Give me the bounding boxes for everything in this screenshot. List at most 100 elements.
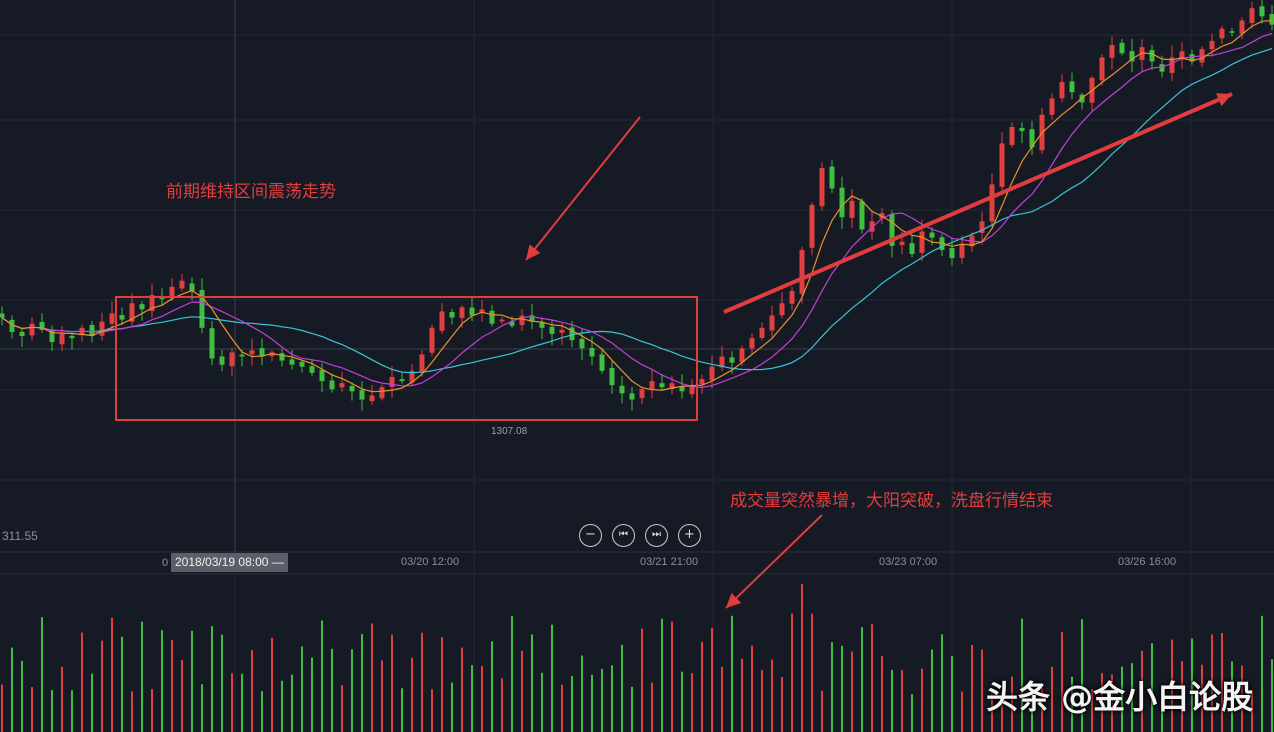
range-arrow-head [526, 244, 541, 260]
candle-body [1129, 51, 1135, 62]
candle-body [909, 243, 915, 255]
ma-long-line [1, 47, 1273, 374]
candle-body [859, 201, 865, 230]
previous-button[interactable]: ⏮ [612, 524, 635, 547]
candle-body [489, 310, 495, 324]
candle-body [89, 325, 95, 336]
candle-body [19, 331, 25, 336]
candle-body [639, 389, 645, 399]
candle-body [1119, 42, 1125, 54]
candle-body [769, 315, 775, 331]
candle-body [419, 354, 425, 372]
trend-arrow-head [1216, 93, 1232, 107]
candle-body [809, 204, 815, 248]
candle-body [1179, 51, 1185, 60]
candle-body [339, 383, 345, 388]
candle-body [259, 348, 265, 357]
candle-body [719, 356, 725, 368]
candle-body [739, 348, 745, 363]
candle-body [849, 200, 855, 218]
candle-body [509, 321, 515, 326]
candle-body [869, 221, 875, 232]
candle-body [569, 327, 575, 341]
candle-body [39, 321, 45, 330]
candle-body [199, 290, 205, 328]
candle-body [499, 319, 505, 322]
candle-body [999, 143, 1005, 187]
range-box [115, 296, 698, 421]
candle-body [149, 295, 155, 311]
candle-body [699, 379, 705, 385]
candle-body [989, 184, 995, 222]
candle-body [179, 280, 185, 289]
candle-body [519, 315, 525, 326]
zoom-in-button[interactable]: + [678, 524, 701, 547]
time-label: 03/20 12:00 [401, 556, 460, 568]
candle-body [1009, 127, 1015, 145]
candle-body [599, 354, 605, 371]
candle-body [789, 290, 795, 304]
candle-body [289, 359, 295, 365]
candle-body [1219, 28, 1225, 39]
time-label: 03/21 21:00 [640, 556, 699, 568]
candle-body [119, 315, 125, 320]
candle-body [459, 307, 465, 319]
candle-body [189, 283, 195, 291]
candle-body [949, 247, 955, 259]
candle-body [1229, 31, 1235, 33]
candle-body [799, 249, 805, 294]
candle-body [299, 361, 305, 367]
candle-body [309, 366, 315, 373]
range-annotation: 前期维持区间震荡走势 [166, 182, 336, 202]
candle-body [659, 383, 665, 388]
next-button[interactable]: ⏭ [645, 524, 668, 547]
crosshair-time-label: 2018/03/19 08:00 — [171, 553, 288, 572]
candle-body [209, 328, 215, 359]
candle-body [249, 350, 255, 355]
candle-body [439, 311, 445, 331]
candle-body [539, 322, 545, 328]
candle-body [469, 307, 475, 316]
candle-body [669, 383, 675, 390]
candle-body [1029, 129, 1035, 148]
zoom-out-button[interactable]: − [579, 524, 602, 547]
chart-controls: − ⏮ ⏭ + [579, 524, 701, 547]
candle-body [819, 168, 825, 207]
candle-body [979, 221, 985, 234]
time-axis-lead: 0 [162, 557, 169, 569]
candle-body [829, 166, 835, 189]
candle-body [449, 312, 455, 318]
candle-body [619, 385, 625, 394]
candle-body [1069, 81, 1075, 93]
candle-body [1049, 98, 1055, 115]
candle-body [839, 187, 845, 218]
candle-body [889, 214, 895, 246]
candle-body [69, 335, 75, 339]
time-axis: 03/20 12:00 03/21 21:00 03/23 07:00 03/2… [0, 552, 1274, 574]
candle-body [1269, 13, 1274, 25]
candle-body [679, 386, 685, 392]
candle-body [1159, 64, 1165, 72]
range-arrow-shaft [525, 116, 641, 261]
candle-body [609, 367, 615, 386]
candle-body [1149, 50, 1155, 62]
candle-body [1209, 40, 1215, 50]
candle-body [959, 243, 965, 258]
candle-body [139, 304, 145, 310]
candle-body [29, 323, 35, 336]
candle-body [779, 303, 785, 316]
candle-body [239, 354, 245, 357]
candle-body [929, 232, 935, 238]
candle-body [579, 338, 585, 349]
breakout-annotation: 成交量突然暴增，大阳突破，洗盘行情结束 [730, 491, 1053, 511]
candle-body [1109, 45, 1115, 58]
candle-body [349, 386, 355, 392]
candle-body [749, 338, 755, 349]
candle-body [359, 390, 365, 400]
candle-body [319, 369, 325, 382]
candle-body [429, 327, 435, 353]
candle-body [109, 313, 115, 324]
candle-body [1059, 81, 1065, 99]
candle-body [49, 329, 55, 343]
